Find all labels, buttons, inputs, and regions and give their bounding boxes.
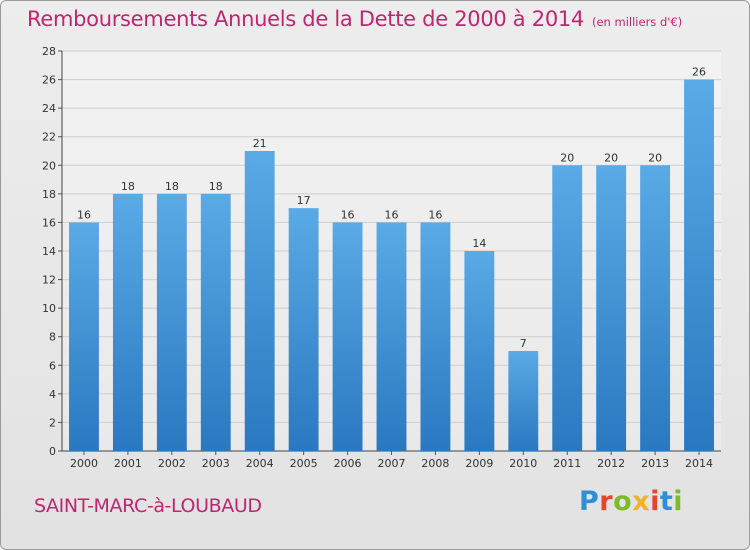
bar-2006	[332, 222, 363, 451]
x-tick-label-2005: 2005	[290, 457, 318, 470]
logo-letter: i	[673, 486, 684, 517]
value-label-2008: 16	[428, 208, 442, 221]
data-labels: 16 18 18 18 21 17 16 16 16 14 7 20 20 20 26	[77, 66, 706, 350]
value-label-2000: 16	[77, 208, 91, 221]
x-tick-label-2006: 2006	[334, 457, 362, 470]
value-label-2012: 20	[604, 151, 618, 164]
x-tick-label-2007: 2007	[378, 457, 406, 470]
place-name: SAINT-MARC-à-LOUBAUD	[34, 495, 262, 517]
y-tick-label: 24	[42, 102, 56, 115]
bar-2000	[69, 222, 99, 451]
logo-letter: r	[599, 486, 614, 517]
x-tick-label-2011: 2011	[553, 457, 581, 470]
bars	[69, 79, 714, 452]
y-tick-label: 10	[42, 302, 56, 315]
value-label-2010: 7	[520, 337, 527, 350]
bar-2009	[464, 251, 495, 451]
bar-2014	[684, 79, 714, 452]
bar-2002	[156, 193, 187, 451]
value-label-2009: 14	[472, 237, 486, 250]
bar-2010	[508, 351, 539, 451]
y-tick-label: 22	[42, 131, 56, 144]
value-label-2004: 21	[253, 137, 267, 150]
chart-title: Remboursements Annuels de la Dette de 20…	[27, 7, 584, 31]
value-label-2011: 20	[560, 151, 574, 164]
y-tick-label: 6	[49, 359, 56, 372]
bar-2004	[244, 151, 275, 451]
value-label-2005: 17	[297, 194, 311, 207]
x-tick-label-2003: 2003	[202, 457, 230, 470]
value-label-2013: 20	[648, 151, 662, 164]
bar-2005	[288, 208, 319, 451]
y-tick-label: 0	[49, 445, 56, 458]
value-label-2014: 26	[692, 66, 706, 79]
chart-subtitle: (en milliers d'€)	[592, 15, 683, 29]
x-tick-label-2002: 2002	[158, 457, 186, 470]
value-label-2001: 18	[121, 180, 135, 193]
proxiti-logo[interactable]: Proxiti	[579, 486, 683, 517]
x-tick-label-2009: 2009	[465, 457, 493, 470]
x-tick-label-2012: 2012	[597, 457, 625, 470]
y-tick-label: 8	[49, 331, 56, 344]
x-tick-label-2013: 2013	[641, 457, 669, 470]
bar-2011	[552, 165, 583, 452]
bar-2007	[376, 222, 407, 451]
bar-2001	[112, 193, 143, 451]
x-tick-label-2004: 2004	[246, 457, 274, 470]
x-tick-label-2000: 2000	[70, 457, 98, 470]
value-label-2006: 16	[341, 208, 355, 221]
bar-2003	[200, 193, 231, 451]
x-tick-label-2010: 2010	[509, 457, 537, 470]
bar-2008	[420, 222, 451, 451]
value-label-2003: 18	[209, 180, 223, 193]
logo-letter: P	[579, 486, 600, 517]
y-tick-label: 26	[42, 74, 56, 87]
y-tick-label: 14	[42, 245, 56, 258]
y-tick-label: 4	[49, 388, 56, 401]
bar-2012	[596, 165, 627, 452]
value-label-2007: 16	[385, 208, 399, 221]
logo-letter: i	[650, 486, 660, 517]
title-row: Remboursements Annuels de la Dette de 20…	[27, 7, 682, 31]
y-tick-label: 20	[42, 159, 56, 172]
bar-2013	[640, 165, 671, 452]
x-tick-label-2008: 2008	[421, 457, 449, 470]
logo-letter: t	[659, 486, 674, 517]
y-tick-label: 2	[49, 416, 56, 429]
y-tick-label: 28	[42, 45, 56, 58]
y-tick-label: 18	[42, 188, 56, 201]
x-tick-label-2001: 2001	[114, 457, 142, 470]
y-tick-label: 16	[42, 216, 56, 229]
logo-letter: x	[632, 486, 651, 517]
x-tick-label-2014: 2014	[685, 457, 713, 470]
value-label-2002: 18	[165, 180, 179, 193]
y-tick-label: 12	[42, 274, 56, 287]
logo-letter: o	[613, 486, 633, 517]
